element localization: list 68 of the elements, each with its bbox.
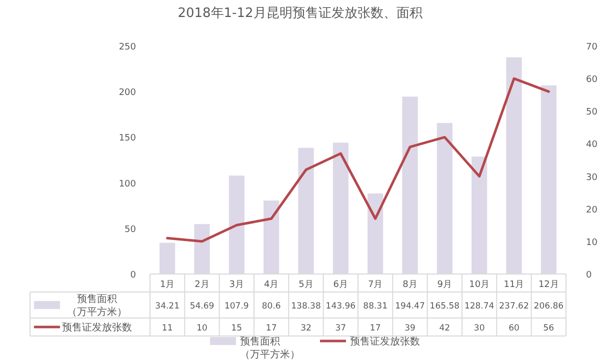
bar (402, 96, 418, 274)
y2-tick-label: 0 (586, 270, 592, 280)
x-tick-label: 7月 (368, 280, 383, 290)
y2-tick-label: 60 (586, 75, 598, 86)
data-label: 17 (266, 324, 277, 334)
x-tick-label: 10月 (469, 280, 490, 290)
y2-tick-label: 20 (586, 205, 598, 216)
y-tick-label: 100 (118, 179, 136, 190)
data-label: 54.69 (190, 302, 214, 312)
data-label: 80.6 (262, 302, 281, 312)
data-label: 138.38 (291, 302, 321, 312)
y2-tick-label: 50 (586, 108, 598, 118)
data-label: 194.47 (395, 302, 425, 312)
bar (194, 224, 210, 274)
line-series (166, 77, 550, 243)
data-label: 107.9 (224, 302, 249, 312)
data-label: 37 (335, 324, 346, 334)
bar (368, 193, 384, 274)
y-tick-label: 0 (130, 270, 136, 280)
bar (506, 57, 522, 274)
y-tick-label: 250 (118, 42, 136, 52)
x-tick-label: 9月 (437, 280, 452, 290)
data-label: 165.58 (430, 302, 460, 312)
data-label: 30 (474, 324, 485, 334)
x-tick-label: 8月 (402, 280, 418, 290)
data-label: 34.21 (155, 302, 180, 312)
bar (540, 85, 556, 274)
data-label: 32 (300, 324, 312, 334)
data-label: 17 (370, 324, 381, 334)
y2-tick-label: 70 (586, 42, 598, 52)
x-tick-label: 5月 (298, 280, 314, 290)
x-tick-label: 4月 (264, 280, 279, 290)
x-tick-label: 1月 (160, 280, 175, 290)
y-tick-label: 200 (118, 88, 136, 98)
y2-tick-label: 40 (586, 140, 598, 150)
x-tick-label: 11月 (504, 280, 524, 290)
text: 预售面积（万平方米） (240, 336, 300, 360)
data-label: 10 (196, 324, 208, 334)
bar (160, 242, 176, 274)
x-tick-label: 6月 (333, 280, 348, 290)
text: 预售证发放张数 (350, 336, 420, 348)
data-label: 56 (543, 324, 554, 334)
data-label: 11 (162, 324, 173, 334)
y-tick-label: 150 (118, 134, 136, 144)
bar (298, 148, 314, 274)
data-label: 60 (508, 324, 520, 334)
y2-tick-label: 30 (586, 172, 598, 183)
bar (332, 142, 348, 274)
bar (436, 122, 452, 274)
data-label: 39 (404, 324, 416, 334)
data-label: 206.86 (534, 302, 564, 312)
y2-tick-label: 10 (586, 238, 598, 248)
data-label: 15 (231, 324, 242, 334)
bar (264, 200, 280, 274)
data-label: 237.62 (499, 302, 529, 312)
y-tick-label: 50 (124, 224, 136, 235)
data-label: 88.31 (363, 302, 388, 312)
bar (472, 156, 488, 274)
chart-title: 2018年1-12月昆明预售证发放张数、面积 (178, 6, 422, 21)
bar (228, 176, 244, 274)
x-tick-label: 12月 (538, 280, 559, 290)
data-label: 42 (439, 324, 450, 334)
x-tick-label: 2月 (194, 280, 210, 290)
data-label: 143.96 (326, 302, 356, 312)
legend-label: 预售面积（万平方米） (67, 293, 127, 318)
legend-label: 预售证发放张数 (62, 322, 132, 334)
data-label: 128.74 (464, 302, 494, 312)
x-tick-label: 3月 (229, 280, 244, 290)
